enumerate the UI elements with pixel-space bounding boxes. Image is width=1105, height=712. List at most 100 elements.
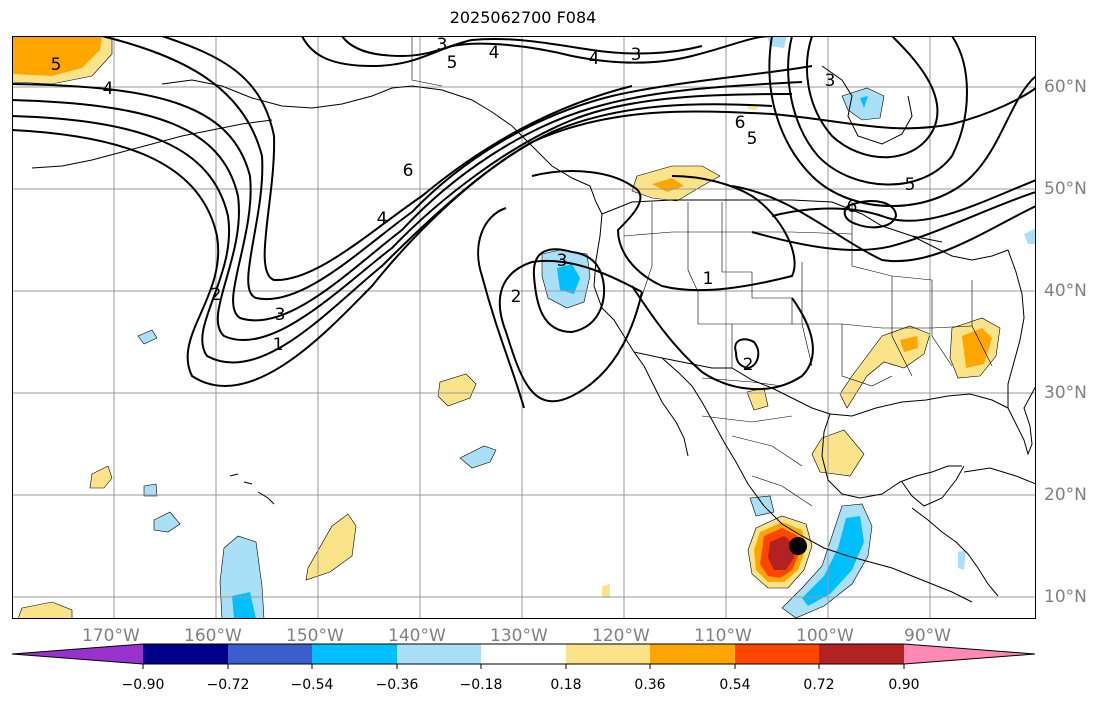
contour-label: 1 bbox=[273, 335, 284, 355]
mexico-gulf-coast bbox=[821, 413, 962, 499]
state-line bbox=[411, 36, 443, 87]
contour-label: 3 bbox=[437, 36, 448, 55]
state-line bbox=[701, 415, 793, 423]
southwest-contour bbox=[631, 285, 814, 391]
aleutian-chain bbox=[31, 119, 273, 169]
colorbar-tick-label: −0.54 bbox=[291, 677, 334, 693]
colorbar-tick-label: −0.72 bbox=[207, 677, 250, 693]
contour-label: 5 bbox=[905, 175, 916, 195]
longitude-labels: 170°W 160°W 150°W 140°W 130°W 120°W 110°… bbox=[0, 626, 1105, 648]
north-contour-loop-c bbox=[768, 36, 1036, 207]
contour-label: 2 bbox=[211, 285, 222, 305]
great-lakes bbox=[911, 235, 1009, 261]
colorbar-swatch bbox=[566, 644, 650, 664]
florida bbox=[1007, 385, 1036, 456]
map-panel: 3 4 5 4 3 5 4 3 6 5 6 5 6 4 2 3 1 3 2 1 … bbox=[12, 36, 1036, 619]
colorbar-swatch bbox=[481, 644, 566, 664]
colorbar-tick-labels: −0.90 −0.72 −0.54 −0.36 −0.18 0.18 0.36 … bbox=[122, 677, 920, 693]
shade-pacific-blue-3 bbox=[143, 483, 158, 497]
contour-layer bbox=[12, 36, 1036, 409]
shade-hudson-blue-core bbox=[860, 96, 868, 108]
shade-california-blue-core bbox=[557, 264, 580, 294]
state-line bbox=[698, 323, 973, 329]
cuba bbox=[963, 467, 1036, 485]
lon-label: 170°W bbox=[82, 626, 140, 646]
contour-label: 4 bbox=[103, 79, 114, 99]
central-america bbox=[911, 507, 999, 597]
contour-line-3 bbox=[12, 93, 793, 342]
northeast-contour-3 bbox=[731, 185, 1036, 263]
state-line bbox=[841, 324, 893, 387]
shade-gulfcoast-orange bbox=[900, 336, 918, 352]
colorbar-extend-high bbox=[904, 644, 1035, 664]
contour-line-5 bbox=[101, 36, 813, 301]
shade-pacific-blue-5 bbox=[219, 535, 265, 619]
state-line bbox=[687, 202, 699, 324]
state-line bbox=[851, 202, 933, 281]
shade-ne-edge-blue bbox=[1024, 228, 1036, 244]
trough-contour-outer bbox=[498, 259, 643, 403]
lon-label: 140°W bbox=[388, 626, 446, 646]
shade-pacific-blue-4 bbox=[153, 511, 181, 533]
colorbar-swatch bbox=[735, 644, 819, 664]
contour-label: 3 bbox=[275, 305, 286, 325]
northeast-contour-1 bbox=[771, 179, 1036, 222]
contour-line-4 bbox=[12, 81, 803, 322]
us-mexico-border bbox=[633, 351, 831, 415]
contour-label: 6 bbox=[847, 197, 858, 217]
contour-label: 2 bbox=[511, 287, 522, 307]
contour-label: 5 bbox=[51, 55, 62, 75]
colorbar-tick-label: −0.18 bbox=[460, 677, 503, 693]
colorbar-swatch bbox=[819, 644, 904, 664]
colorbar-swatch bbox=[650, 644, 735, 664]
shade-storm-dark-red bbox=[768, 536, 794, 570]
contour-label: 3 bbox=[825, 71, 836, 91]
state-line bbox=[701, 377, 783, 387]
contour-label: 1 bbox=[703, 269, 714, 289]
state-line bbox=[623, 231, 853, 237]
shade-pacific-blue-2 bbox=[137, 329, 158, 345]
contour-label: 6 bbox=[403, 161, 414, 181]
colorbar-tick-label: −0.36 bbox=[376, 677, 419, 693]
lat-label: 40°N bbox=[1044, 281, 1087, 301]
map-frame bbox=[12, 36, 1036, 619]
north-contour-loop-a bbox=[806, 36, 939, 159]
shade-southeast-orange bbox=[962, 328, 992, 368]
colorbar-tick-label: 0.72 bbox=[803, 677, 834, 693]
state-line bbox=[751, 475, 813, 507]
lon-label: 150°W bbox=[286, 626, 344, 646]
contour-label: 4 bbox=[589, 49, 600, 69]
colorbar-swatch bbox=[143, 644, 228, 664]
northeast-contour-2 bbox=[751, 191, 1036, 252]
shade-pacific-blue-1 bbox=[459, 445, 497, 469]
west-coast-us bbox=[593, 213, 635, 353]
lat-label: 50°N bbox=[1044, 179, 1087, 199]
shade-pacific-blue-5-core bbox=[232, 592, 256, 619]
state-line bbox=[931, 280, 953, 367]
anomaly-fill-layer bbox=[12, 36, 1036, 619]
alaska-coast bbox=[161, 79, 603, 215]
colorbar-tick-label: 0.36 bbox=[634, 677, 665, 693]
small-closed-contour bbox=[734, 338, 760, 370]
lon-label: 110°W bbox=[694, 626, 752, 646]
lat-label: 10°N bbox=[1044, 587, 1087, 607]
contour-label: 6 bbox=[735, 113, 746, 133]
state-line bbox=[721, 202, 793, 324]
colorbar-extend-low bbox=[12, 644, 143, 664]
state-line bbox=[641, 202, 653, 297]
state-line bbox=[801, 262, 813, 367]
colorbar: −0.90 −0.72 −0.54 −0.36 −0.18 0.18 0.36 … bbox=[11, 643, 1036, 693]
colorbar-swatch bbox=[312, 644, 397, 664]
mexico-pacific-coast bbox=[661, 357, 973, 603]
state-line bbox=[891, 276, 913, 377]
top-contour-loop bbox=[301, 36, 773, 68]
contour-line-6 bbox=[161, 36, 633, 282]
contour-label: 3 bbox=[557, 251, 568, 271]
shade-baja-small-yellow bbox=[746, 387, 769, 411]
colorbar-ticks bbox=[142, 664, 905, 669]
lon-label: 160°W bbox=[184, 626, 242, 646]
lon-label: 130°W bbox=[490, 626, 548, 646]
lat-label: 20°N bbox=[1044, 485, 1087, 505]
colorbar-swatch bbox=[397, 644, 481, 664]
ridge-contour-west bbox=[477, 207, 525, 409]
